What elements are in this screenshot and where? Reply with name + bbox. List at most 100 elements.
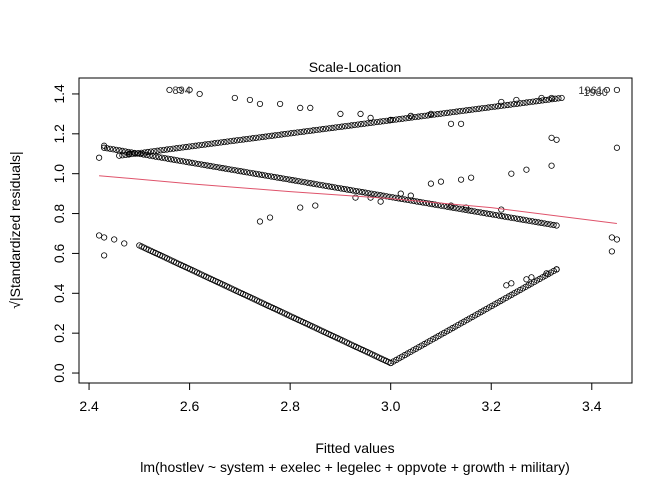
data-point (134, 150, 141, 157)
data-point (207, 162, 214, 170)
data-point (261, 172, 269, 179)
data-point (192, 142, 199, 149)
data-point (428, 201, 436, 208)
data-point (475, 105, 482, 112)
x-tick-label: 2.4 (79, 398, 99, 414)
data-point (331, 184, 339, 191)
data-point (275, 131, 282, 139)
data-point (466, 106, 473, 114)
data-point (230, 137, 237, 144)
data-point (316, 126, 323, 133)
data-point (101, 144, 108, 151)
data-point (450, 108, 457, 116)
data-point (491, 103, 498, 110)
data-point (468, 174, 475, 181)
data-point (553, 266, 560, 273)
data-point (310, 127, 317, 134)
data-point (613, 86, 621, 94)
data-point (195, 160, 202, 168)
data-point (482, 104, 489, 112)
data-point (386, 117, 393, 124)
data-point (316, 181, 323, 188)
data-point (529, 218, 536, 225)
data-point (453, 108, 460, 115)
data-point (402, 115, 409, 122)
data-point (447, 109, 454, 116)
data-point (246, 96, 254, 104)
data-point (504, 101, 511, 109)
data-point (256, 134, 263, 141)
point-label: 1980 (583, 87, 607, 99)
data-point (495, 212, 502, 219)
data-point (164, 155, 172, 162)
data-point (307, 180, 314, 187)
data-point (520, 99, 527, 107)
data-point (535, 219, 542, 226)
data-point (198, 161, 205, 168)
data-point (342, 123, 349, 130)
data-point (152, 153, 159, 160)
data-point (155, 154, 162, 161)
data-point (277, 174, 284, 182)
data-point (225, 166, 232, 173)
data-point (523, 217, 530, 224)
data-point (179, 158, 187, 165)
data-point (313, 181, 320, 188)
data-point (485, 104, 492, 111)
data-point (541, 220, 548, 227)
chart-sublabel: lm(hostlev ~ system + exelec + legelec +… (140, 459, 570, 475)
data-point (227, 138, 234, 145)
data-point (281, 131, 288, 138)
data-point (213, 163, 220, 171)
data-point (160, 146, 167, 154)
data-point (507, 214, 515, 221)
data-point (272, 132, 279, 139)
data-point (548, 162, 555, 169)
data-point (354, 121, 362, 128)
data-point (154, 147, 161, 154)
data-point (198, 141, 206, 149)
data-point (237, 168, 244, 175)
data-point (297, 128, 304, 136)
data-point (501, 213, 509, 220)
x-tick-label: 3.0 (381, 398, 401, 414)
data-point (340, 185, 348, 193)
data-point (529, 98, 537, 105)
data-point (361, 120, 368, 127)
data-point (300, 128, 307, 135)
data-point (297, 204, 304, 211)
data-point (407, 112, 414, 119)
data-point (265, 172, 272, 180)
data-point (284, 130, 292, 137)
data-point (291, 129, 298, 136)
data-point (262, 133, 269, 140)
data-point (307, 104, 314, 112)
data-point (437, 178, 445, 185)
data-point (326, 125, 333, 132)
data-point (319, 126, 327, 133)
data-point (121, 240, 128, 247)
x-tick-label: 3.4 (582, 398, 602, 414)
data-point (425, 200, 433, 207)
data-point (176, 144, 183, 151)
data-point (289, 177, 296, 184)
data-point (358, 121, 365, 128)
data-point (456, 205, 463, 212)
data-point (240, 168, 247, 175)
data-point (322, 125, 330, 132)
data-point (335, 123, 342, 131)
data-point (319, 182, 326, 189)
data-point (468, 207, 475, 215)
data-point (377, 118, 384, 125)
data-point (149, 153, 156, 160)
data-point (246, 135, 253, 142)
data-point (362, 189, 369, 196)
data-point (298, 178, 305, 185)
data-point (383, 193, 390, 200)
data-point (558, 94, 565, 102)
y-tick-label: 1.4 (51, 84, 67, 104)
data-point (214, 139, 221, 146)
data-point (137, 150, 144, 158)
x-tick-label: 3.2 (482, 398, 502, 414)
